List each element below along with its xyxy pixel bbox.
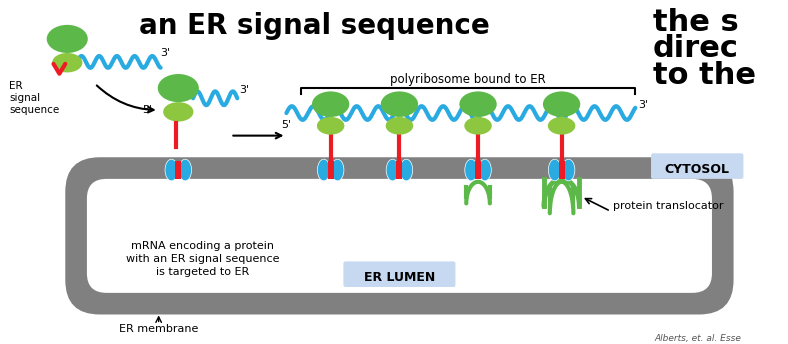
Text: ER
signal
sequence: ER signal sequence <box>9 80 60 115</box>
Ellipse shape <box>400 159 413 181</box>
Text: 5': 5' <box>142 105 152 115</box>
Text: 3': 3' <box>161 48 171 58</box>
Ellipse shape <box>163 102 193 121</box>
Ellipse shape <box>464 117 492 135</box>
Ellipse shape <box>381 92 418 117</box>
FancyBboxPatch shape <box>65 157 734 314</box>
Text: ER membrane: ER membrane <box>119 324 199 334</box>
Text: 5': 5' <box>281 120 292 130</box>
Text: mRNA encoding a protein
with an ER signal sequence
is targeted to ER: mRNA encoding a protein with an ER signa… <box>126 241 280 277</box>
Text: protein translocator: protein translocator <box>613 201 723 211</box>
FancyBboxPatch shape <box>344 261 455 287</box>
Ellipse shape <box>386 159 399 181</box>
Ellipse shape <box>459 92 496 117</box>
Ellipse shape <box>385 117 413 135</box>
Text: 3': 3' <box>240 85 249 95</box>
Ellipse shape <box>548 117 575 135</box>
FancyBboxPatch shape <box>651 153 743 179</box>
Text: polyribosome bound to ER: polyribosome bound to ER <box>390 73 546 86</box>
Text: CYTOSOL: CYTOSOL <box>665 163 730 175</box>
FancyBboxPatch shape <box>87 179 712 293</box>
Ellipse shape <box>312 92 349 117</box>
Ellipse shape <box>158 74 199 102</box>
Text: Alberts, et. al. Esse: Alberts, et. al. Esse <box>655 334 742 343</box>
Bar <box>559 161 564 179</box>
Ellipse shape <box>318 159 330 181</box>
Ellipse shape <box>548 159 561 181</box>
Text: ER LUMEN: ER LUMEN <box>364 271 435 284</box>
Ellipse shape <box>52 53 83 73</box>
Ellipse shape <box>543 92 580 117</box>
Ellipse shape <box>331 159 344 181</box>
Ellipse shape <box>46 25 87 53</box>
Ellipse shape <box>465 159 478 181</box>
Text: to the: to the <box>653 61 756 90</box>
Bar <box>396 161 403 179</box>
Bar <box>475 161 481 179</box>
Text: direc: direc <box>653 34 739 63</box>
Ellipse shape <box>165 159 178 181</box>
Ellipse shape <box>179 159 191 181</box>
Text: an ER signal sequence: an ER signal sequence <box>139 12 490 40</box>
Ellipse shape <box>478 159 492 181</box>
Bar <box>328 161 333 179</box>
Text: 3': 3' <box>638 100 649 110</box>
Text: the s: the s <box>653 8 738 37</box>
Ellipse shape <box>317 117 344 135</box>
Ellipse shape <box>562 159 575 181</box>
Bar <box>176 161 181 179</box>
